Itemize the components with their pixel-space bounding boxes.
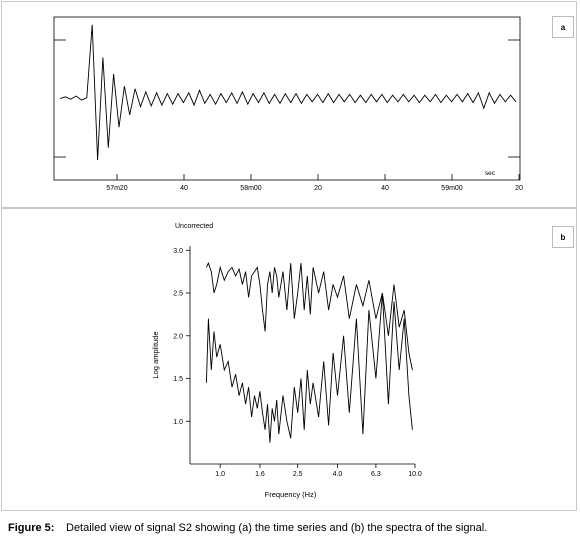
time-series-trace [59,24,517,161]
x-tick-label-a: 20 [314,185,322,192]
figure-caption: Figure 5: Detailed view of signal S2 show… [8,522,487,534]
x-tick-label-a: 20 [515,185,523,192]
time-series-chart: 57m20 40 58m00 20 40 59m00 20 sec [53,16,523,192]
spectra-chart: 1.0 1.5 2.0 2.5 3.0 1.0 1.6 2.5 4.0 6.3 10.0 Uncorr… [151,223,422,499]
panel-a-time-series: 57m20 40 58m00 20 40 59m00 20 sec a [1,1,577,208]
y-tick-label-b: 2.5 [173,291,183,298]
y-tick-label-b: 1.5 [173,376,183,383]
x-tick-label-a: 57m20 [106,185,128,192]
panel-b-spectra: 1.0 1.5 2.0 2.5 3.0 1.0 1.6 2.5 4.0 6.3 10.0 Uncorr… [1,208,577,511]
spectrum-line-2 [205,292,413,443]
x-tick-label-b: 10.0 [408,471,422,478]
x-tick-label-a: 59m00 [441,185,463,192]
chart-title-b: Uncorrected [175,223,213,230]
panel-label-b: b [552,226,574,248]
y-tick-label-b: 1.0 [173,419,183,426]
x-tick-label-a: 58m00 [240,185,262,192]
x-tick-label-b: 1.6 [255,471,265,478]
x-tick-label-b: 1.0 [215,471,225,478]
caption-label: Figure 5: [8,522,55,534]
x-unit-label: sec [485,170,496,177]
x-tick-label-a: 40 [381,185,389,192]
plot-frame-a [53,16,521,181]
x-tick-label-b: 2.5 [293,471,303,478]
caption-text: Detailed view of signal S2 showing (a) t… [66,522,488,534]
panel-label-a: a [552,16,574,38]
x-tick-label-b: 4.0 [333,471,343,478]
y-axis-label-b: Log amplitude [151,331,160,378]
x-tick-label-b: 6.3 [371,471,381,478]
y-tick-label-b: 3.0 [173,248,183,255]
x-tick-label-a: 40 [180,185,188,192]
x-axis-label-b: Frequency (Hz) [265,490,317,499]
spectrum-line-1 [205,261,413,371]
y-tick-label-b: 2.0 [173,333,183,340]
